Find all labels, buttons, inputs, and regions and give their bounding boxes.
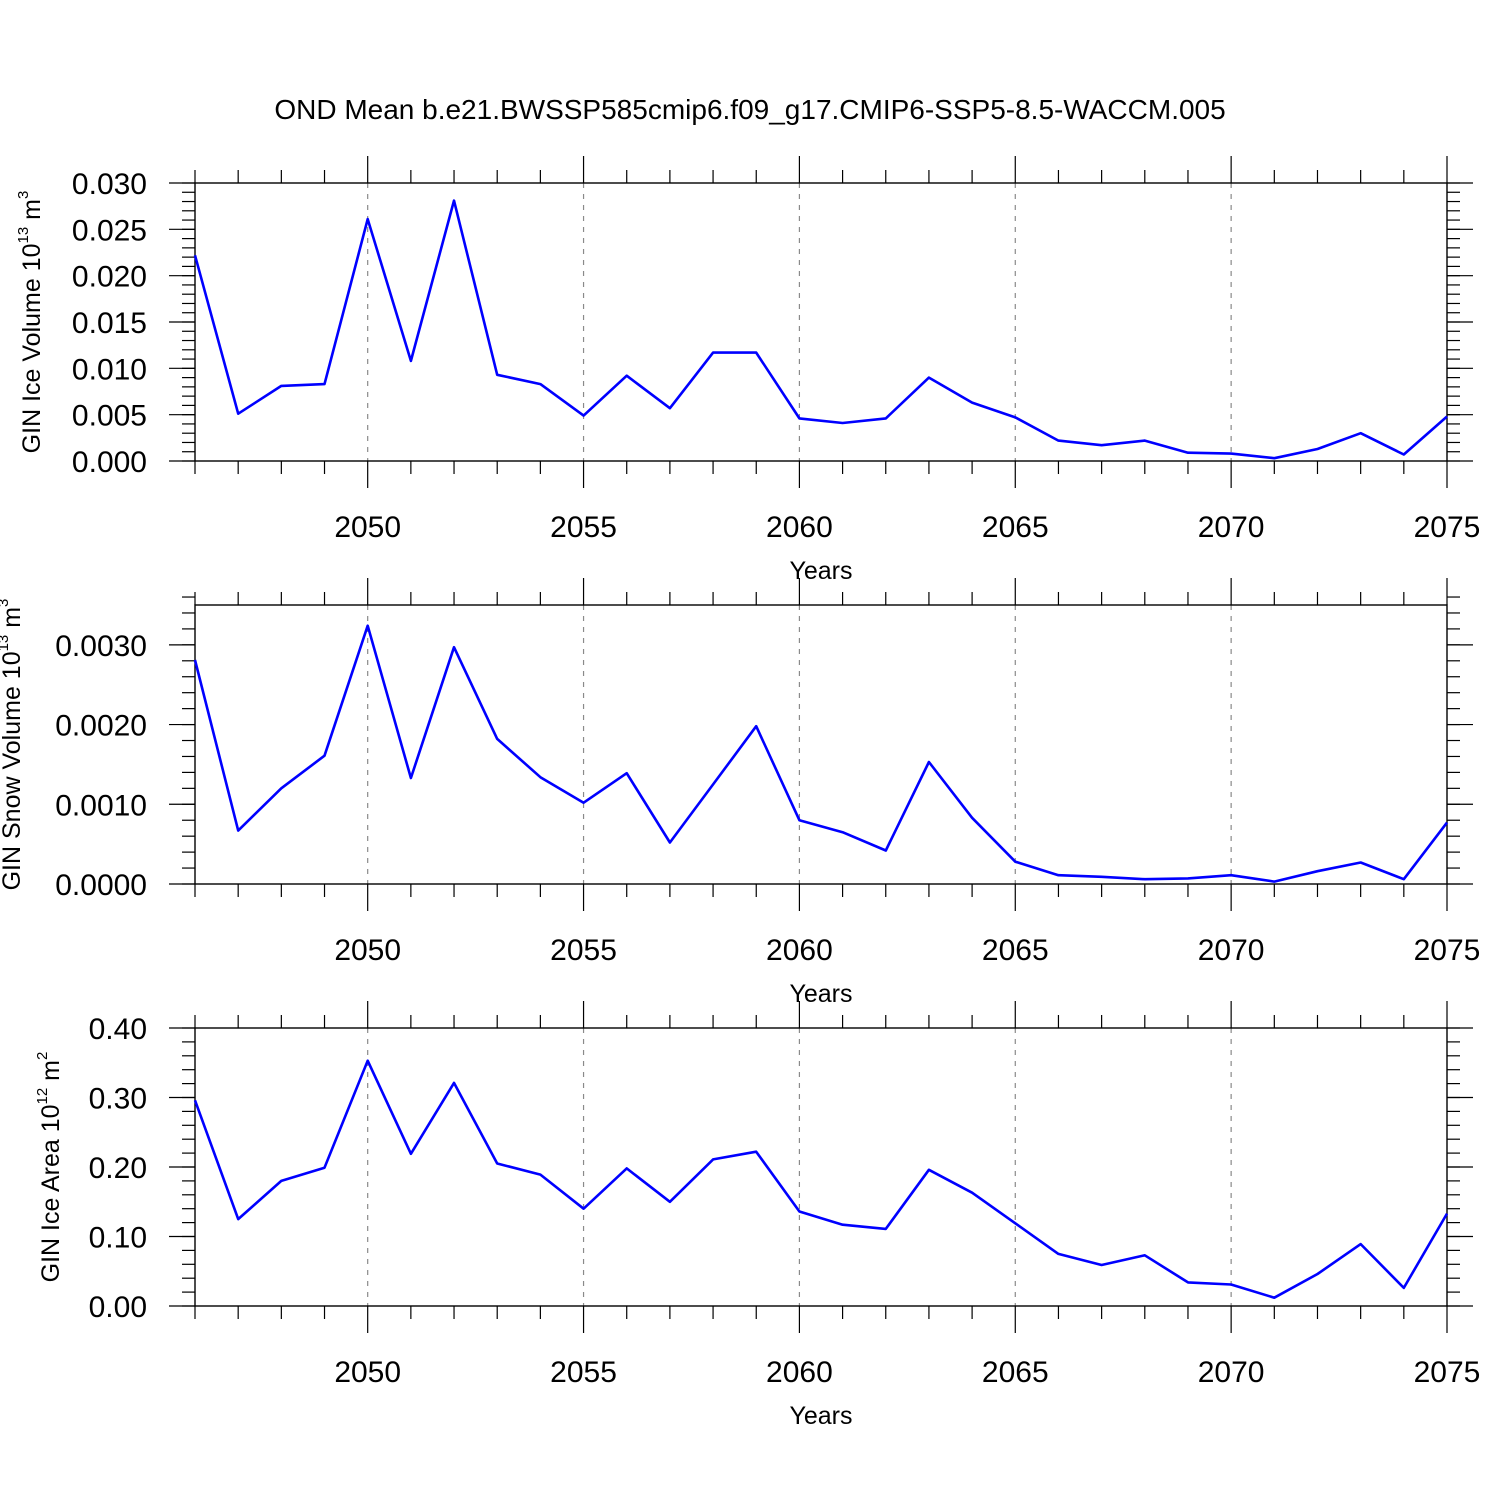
data-series-line [193, 624, 1449, 883]
data-series-line [193, 199, 1448, 460]
y-tick-label: 0.10 [89, 1222, 147, 1255]
figure-title: OND Mean b.e21.BWSSP585cmip6.f09_g17.CMI… [274, 94, 1225, 125]
y-tick-label: 0.010 [72, 353, 147, 386]
chart-panel-1: 0.000 0.005 0.010 0.015 0.020 0.025 0.030 2050 2… [15, 156, 1480, 585]
x-tick-label: 2050 [334, 934, 401, 967]
x-tick-label: 2075 [1414, 511, 1481, 544]
y-tick-label: 0.000 [72, 446, 147, 479]
y-tick-label: 0.30 [89, 1083, 147, 1116]
y-tick-label: 0.020 [72, 261, 147, 294]
axis-ticks [169, 578, 1473, 911]
x-tick-label: 2050 [334, 1356, 401, 1389]
y-tick-label: 0.025 [72, 214, 147, 247]
x-tick-label: 2065 [982, 1356, 1049, 1389]
y-tick-label: 0.0020 [55, 710, 147, 743]
y-axis-label-exponent: 12 [34, 1088, 51, 1105]
x-tick-label: 2065 [982, 511, 1049, 544]
x-tick-label: 2050 [334, 511, 401, 544]
y-axis-label-unit-exponent: 3 [15, 191, 32, 199]
y-tick-label: 0.0010 [55, 789, 147, 822]
plot-frame [194, 1027, 1448, 1307]
x-tick-label: 2055 [550, 934, 617, 967]
x-axis-label: Years [789, 1402, 852, 1430]
y-axis-label-exponent: 13 [0, 635, 12, 652]
y-tick-label: 0.030 [72, 168, 147, 201]
y-tick-label: 0.0030 [55, 630, 147, 663]
y-tick-label: 0.00 [89, 1291, 147, 1324]
chart-panel-3: 0.00 0.10 0.20 0.30 0.40 2050 2055 2060 2065 2070… [34, 1001, 1480, 1430]
x-tick-label: 2070 [1198, 1356, 1265, 1389]
y-axis-label: GIN Ice Area 1012 m2 [34, 1052, 65, 1283]
x-tick-label: 2065 [982, 934, 1049, 967]
x-tick-label: 2055 [550, 1356, 617, 1389]
x-tick-label: 2060 [766, 1356, 833, 1389]
x-tick-label: 2075 [1414, 1356, 1481, 1389]
axis-ticks [169, 1001, 1473, 1333]
y-axis-label-unit: m [0, 607, 26, 635]
y-axis-label-unit: m [37, 1060, 65, 1088]
y-tick-label: 0.20 [89, 1152, 147, 1185]
y-tick-label: 0.40 [89, 1013, 147, 1046]
x-tick-label: 2070 [1198, 511, 1265, 544]
x-tick-label: 2060 [766, 934, 833, 967]
x-tick-label: 2070 [1198, 934, 1265, 967]
y-axis-label-unit-exponent: 2 [34, 1052, 51, 1060]
y-axis-label-text: GIN Ice Volume 10 [18, 243, 46, 453]
x-tick-label: 2075 [1414, 934, 1481, 967]
y-axis-label-exponent: 13 [15, 227, 32, 244]
y-axis-label: GIN Snow Volume 1013 m3 [0, 599, 26, 891]
y-axis-label: GIN Ice Volume 1013 m3 [15, 191, 46, 454]
y-tick-label: 0.015 [72, 307, 147, 340]
y-axis-label-text: GIN Snow Volume 10 [0, 651, 26, 890]
x-tick-label: 2055 [550, 511, 617, 544]
y-axis-label-text: GIN Ice Area 10 [37, 1104, 65, 1282]
plot-frame [194, 604, 1448, 885]
y-tick-label: 0.005 [72, 400, 147, 433]
data-series-line [193, 1059, 1449, 1299]
y-axis-label-unit-exponent: 3 [0, 599, 12, 607]
y-tick-label: 0.0000 [55, 869, 147, 902]
panels: 0.000 0.005 0.010 0.015 0.020 0.025 0.030 2050 2… [0, 156, 1480, 1430]
axis-ticks [169, 156, 1473, 488]
y-axis-label-unit: m [18, 199, 46, 227]
chart-panel-2: 0.0000 0.0010 0.0020 0.0030 2050 2055 2060 2065… [0, 578, 1480, 1008]
x-tick-label: 2060 [766, 511, 833, 544]
plot-frame [194, 182, 1448, 462]
